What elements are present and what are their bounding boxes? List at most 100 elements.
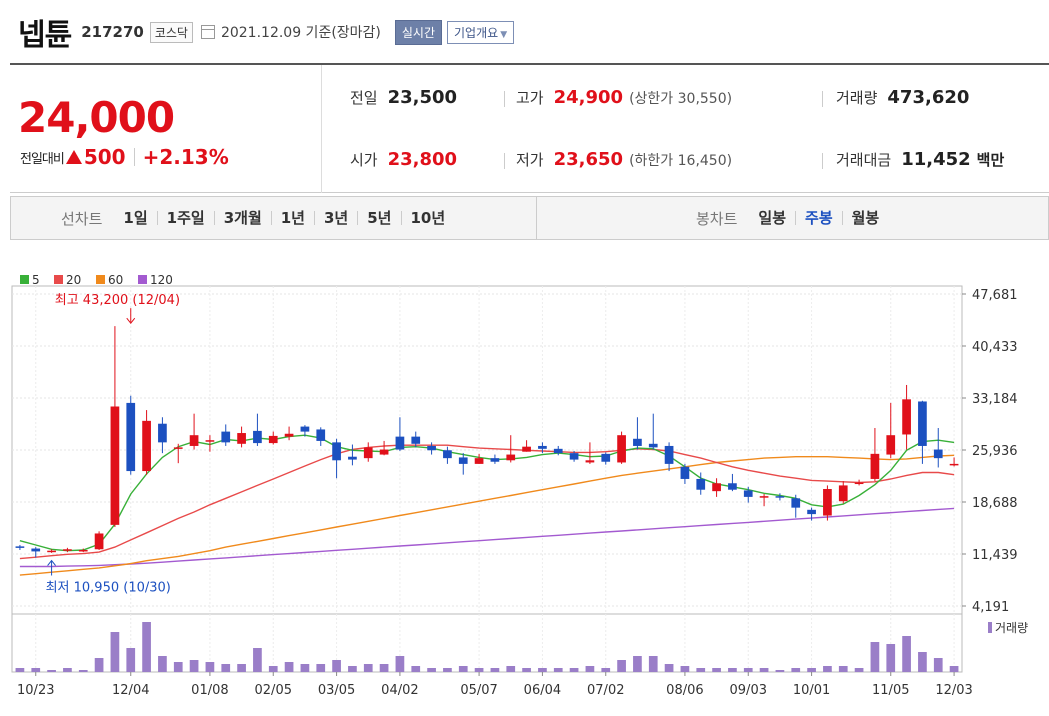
divider (822, 153, 823, 169)
tab-daily[interactable]: 일봉 (758, 209, 787, 227)
quote-box: 24,000 전일대비 500 +2.13% 전일 23,500 고가 24,9… (10, 63, 1049, 193)
divider (504, 153, 505, 169)
low-arrow-head (47, 559, 56, 566)
stat-label: 고가 (516, 89, 544, 107)
stat-label: 거래대금 (836, 151, 892, 169)
volume-bar (553, 668, 563, 672)
stock-chart: 47,681 40,433 33,184 25,936 18,688 11,439 4,19… (0, 262, 1049, 712)
candle-body (379, 449, 389, 455)
volume-bar (300, 664, 310, 672)
stat-volume: 거래량 473,620 (836, 87, 969, 108)
company-overview-button[interactable]: 기업개요 ▼ (447, 20, 515, 44)
volume-bar (395, 656, 405, 672)
candle-body (854, 482, 864, 485)
volume-bar (284, 662, 294, 672)
volume-bar (94, 658, 104, 672)
tab-1w[interactable]: 1주일 (156, 211, 214, 226)
stat-label: 시가 (350, 151, 378, 169)
company-overview-label: 기업개요 (454, 25, 499, 40)
candle-body (553, 448, 563, 454)
tab-5y[interactable]: 5년 (357, 211, 400, 226)
candle-body (221, 431, 231, 443)
x-tick-label: 11/05 (872, 683, 909, 698)
candle-body (918, 401, 927, 446)
volume-bar (633, 656, 642, 672)
legend-label: 120 (150, 273, 173, 287)
x-tick-label: 10/23 (17, 683, 54, 698)
x-tick-label: 05/07 (460, 683, 497, 698)
volume-bar (838, 666, 848, 672)
volume-bar (253, 648, 262, 672)
stat-amount: 거래대금 11,452 백만 (836, 149, 1004, 170)
candle-body (31, 548, 41, 552)
candle-body (506, 454, 516, 461)
volume-bar (728, 668, 737, 672)
volume-bar (585, 666, 595, 672)
stock-code: 217270 (81, 23, 144, 41)
tab-10y[interactable]: 10년 (400, 211, 455, 226)
y-tick-label: 25,936 (972, 444, 1018, 459)
x-tick-label: 04/02 (381, 683, 418, 698)
candle-body (205, 440, 215, 442)
candle-chart-tabs: 봉차트 일봉 주봉 월봉 (696, 197, 888, 239)
volume-bar (918, 652, 927, 672)
candle-body (237, 433, 246, 444)
candle-body (300, 426, 310, 432)
candle-body (411, 436, 421, 444)
candle-body (443, 450, 452, 459)
as-of-date: 2021.12.09 기준(장마감) (220, 25, 381, 41)
tab-weekly[interactable]: 주봉 (795, 211, 842, 226)
tab-1y[interactable]: 1년 (270, 211, 314, 226)
candle-body (284, 433, 294, 437)
stock-name: 넵튠 (18, 18, 72, 53)
candle-body (47, 550, 56, 553)
stat-value: 11,452 (901, 149, 971, 170)
candle-body (458, 457, 468, 464)
moving-average-ma5 (19, 434, 955, 552)
candle-body (949, 463, 959, 466)
legend-label: 5 (32, 273, 40, 287)
tab-3m[interactable]: 3개월 (213, 211, 271, 226)
y-tick-label: 11,439 (972, 548, 1018, 563)
x-tick-label: 07/02 (587, 683, 624, 698)
candle-body (142, 420, 151, 472)
tab-monthly[interactable]: 월봉 (841, 211, 889, 226)
candle-body (490, 458, 500, 462)
tab-1d[interactable]: 1일 (123, 209, 148, 227)
line-chart-tabs: 선차트 1일 1주일 3개월 1년 3년 5년 10년 (61, 197, 454, 239)
y-tick-label: 40,433 (972, 340, 1018, 355)
stock-header: 넵튠 217270 코스닥 2021.12.09 기준(장마감) 실시간 기업개… (18, 14, 515, 53)
candle-body (538, 445, 547, 449)
y-tick-label: 47,681 (972, 288, 1018, 303)
calendar-icon (200, 25, 215, 39)
stat-low: 저가 23,650 (하한가 16,450) (516, 149, 732, 170)
volume-bar (601, 668, 611, 672)
stat-value: 23,650 (553, 149, 624, 170)
stat-label: 거래량 (836, 89, 878, 107)
volume-bar (712, 668, 721, 672)
realtime-button[interactable]: 실시간 (394, 19, 443, 45)
candle-body (316, 429, 326, 441)
candle-body (63, 549, 72, 551)
legend-swatch (96, 275, 105, 284)
legend-swatch (138, 275, 147, 284)
volume-bar (648, 656, 658, 672)
candle-body (902, 399, 911, 435)
x-tick-label: 12/04 (112, 683, 149, 698)
candle-body (807, 509, 816, 515)
candle-body (886, 435, 896, 455)
candle-body (110, 406, 120, 525)
volume-bar (189, 660, 199, 672)
volume-bar (158, 656, 167, 672)
volume-panel-frame (11, 613, 963, 673)
volume-bar (886, 644, 896, 672)
price-panel-frame (11, 285, 963, 615)
candle-body (363, 447, 373, 459)
y-tick-label: 4,191 (972, 600, 1009, 615)
divider (504, 91, 505, 107)
tab-3y[interactable]: 3년 (314, 211, 357, 226)
candle-body (15, 546, 25, 548)
volume-bar (522, 668, 531, 672)
stat-label: 전일 (350, 89, 378, 107)
stat-value: 23,500 (387, 87, 458, 108)
